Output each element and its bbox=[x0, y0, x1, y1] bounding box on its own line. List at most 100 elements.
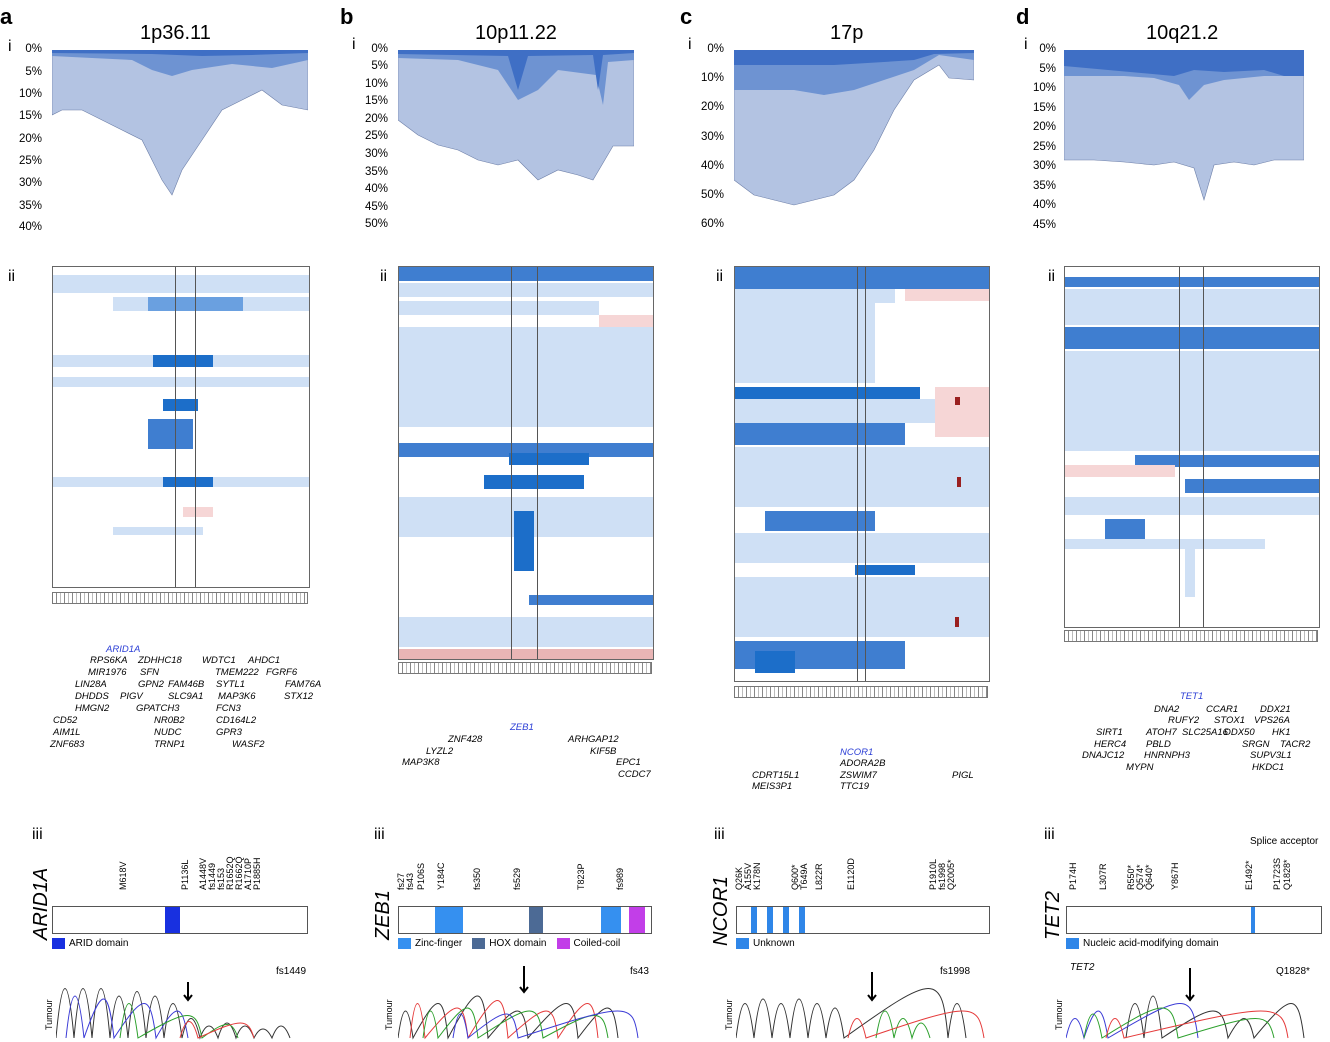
gene: WDTC1 bbox=[202, 655, 236, 666]
gene: NR0B2 bbox=[154, 715, 185, 726]
roman-ii: ii bbox=[716, 268, 724, 285]
panel-label: d bbox=[1016, 4, 1030, 29]
y-tick: 40% bbox=[700, 160, 724, 172]
heat-row bbox=[855, 565, 915, 575]
gene: FCN3 bbox=[216, 703, 241, 714]
mutation-label: Q2005* bbox=[946, 859, 956, 890]
heat-row bbox=[53, 377, 309, 387]
heat-row bbox=[935, 387, 989, 437]
y-tick: 10% bbox=[364, 78, 388, 90]
y-tick: 20% bbox=[364, 113, 388, 125]
heat-row bbox=[399, 301, 599, 315]
y-tick: 30% bbox=[18, 177, 42, 189]
gene: HKDC1 bbox=[1252, 762, 1285, 773]
gene: DDX50 bbox=[1224, 727, 1255, 738]
sequencing-trace bbox=[1066, 968, 1305, 1040]
mutation-label: T649A bbox=[799, 863, 809, 890]
gene: SUPV3L1 bbox=[1250, 750, 1292, 761]
gene: WASF2 bbox=[232, 739, 265, 750]
y-tick: 40% bbox=[1032, 199, 1056, 211]
roman-ii: ii bbox=[8, 268, 16, 285]
roman-i: i bbox=[1024, 36, 1028, 53]
locus-line bbox=[1179, 267, 1180, 627]
gene: CD164L2 bbox=[216, 715, 257, 726]
gene: ARHGAP12 bbox=[568, 734, 619, 745]
y-tick: 50% bbox=[364, 218, 388, 230]
gene: RUFY2 bbox=[1168, 715, 1200, 726]
heat-row bbox=[599, 315, 653, 327]
protein-diagram bbox=[736, 906, 990, 934]
panel-d: d 10q21.2 i ii iii 0% 5% 10% 15% 20% 25%… bbox=[1010, 0, 1330, 1042]
y-tick: 0% bbox=[371, 43, 388, 55]
trace-label: fs1449 bbox=[276, 966, 307, 977]
heat-row bbox=[148, 419, 193, 449]
y-tick: 35% bbox=[18, 200, 42, 212]
protein-name: TET2 bbox=[1042, 891, 1064, 940]
heat-row bbox=[1135, 455, 1319, 467]
heat-row bbox=[735, 447, 989, 507]
roman-iii: iii bbox=[32, 826, 43, 843]
heat-row bbox=[163, 477, 213, 487]
gene: SIRT1 bbox=[1096, 727, 1123, 738]
mutation-label: E1120D bbox=[846, 858, 856, 890]
heat-row bbox=[113, 527, 203, 535]
heat-row bbox=[1065, 277, 1319, 287]
heat-row bbox=[1065, 289, 1319, 325]
y-tick: 0% bbox=[707, 43, 724, 55]
sequencing-trace bbox=[398, 966, 639, 1040]
trace-label: Q1828* bbox=[1276, 966, 1310, 977]
domain-box bbox=[783, 907, 789, 933]
genome-strip bbox=[734, 686, 988, 698]
protein-name: ARID1A bbox=[30, 867, 52, 940]
heat-row bbox=[163, 399, 198, 411]
heat-row bbox=[1065, 465, 1175, 477]
heat-row bbox=[735, 387, 920, 399]
domain-box bbox=[1251, 907, 1255, 933]
y-tick: 20% bbox=[18, 133, 42, 145]
y-tick: 0% bbox=[25, 43, 42, 55]
highlight-gene: NCOR1 bbox=[840, 747, 874, 758]
y-tick: 20% bbox=[1032, 121, 1056, 133]
gene: VPS26A bbox=[1254, 715, 1290, 726]
gene: LIN28A bbox=[75, 679, 107, 690]
y-tick: 45% bbox=[1032, 219, 1056, 231]
y-tick: 0% bbox=[1039, 43, 1056, 55]
roman-iii: iii bbox=[374, 826, 385, 843]
y-tick: 30% bbox=[364, 148, 388, 160]
tumour-label: Tumour bbox=[724, 999, 734, 1030]
gene: DDX21 bbox=[1260, 704, 1291, 715]
mutation-label: P1136L bbox=[180, 859, 190, 890]
heat-row bbox=[153, 355, 213, 367]
heat-row bbox=[735, 533, 989, 563]
y-tick: 15% bbox=[364, 95, 388, 107]
protein-name: NCOR1 bbox=[710, 875, 732, 946]
frequency-area-plot bbox=[52, 50, 308, 196]
heat-row bbox=[399, 617, 653, 647]
gene: GPR3 bbox=[216, 727, 242, 738]
legend-item: Coiled-coil bbox=[556, 938, 620, 949]
heatmap bbox=[52, 266, 310, 588]
panel-label: a bbox=[0, 4, 13, 29]
roman-iii: iii bbox=[714, 826, 725, 843]
gene: AIM1L bbox=[53, 727, 81, 738]
deep-loss-area bbox=[52, 50, 308, 56]
panel-label: b bbox=[340, 4, 354, 29]
domain-legend: Nucleic acid-modifying domain bbox=[1066, 938, 1219, 949]
mutation-label: Q1828* bbox=[1282, 859, 1292, 890]
mutation-label: T823P bbox=[576, 863, 586, 890]
y-tick: 40% bbox=[18, 221, 42, 233]
gene: GPATCH3 bbox=[136, 703, 180, 714]
y-tick: 35% bbox=[364, 166, 388, 178]
mutation-label: Y867H bbox=[1170, 862, 1180, 890]
heat-row bbox=[957, 477, 961, 487]
legend-item: ARID domain bbox=[52, 938, 128, 949]
tumour-label: Tumour bbox=[1054, 999, 1064, 1030]
mutation-label: Q640* bbox=[1144, 864, 1154, 890]
gene: FAM76A bbox=[285, 679, 322, 690]
y-tick: 15% bbox=[18, 110, 42, 122]
domain-legend: ARID domain bbox=[52, 938, 128, 949]
locus-line bbox=[195, 267, 196, 587]
heat-row bbox=[514, 511, 534, 571]
gain-area bbox=[398, 50, 634, 181]
heat-row bbox=[765, 511, 875, 531]
